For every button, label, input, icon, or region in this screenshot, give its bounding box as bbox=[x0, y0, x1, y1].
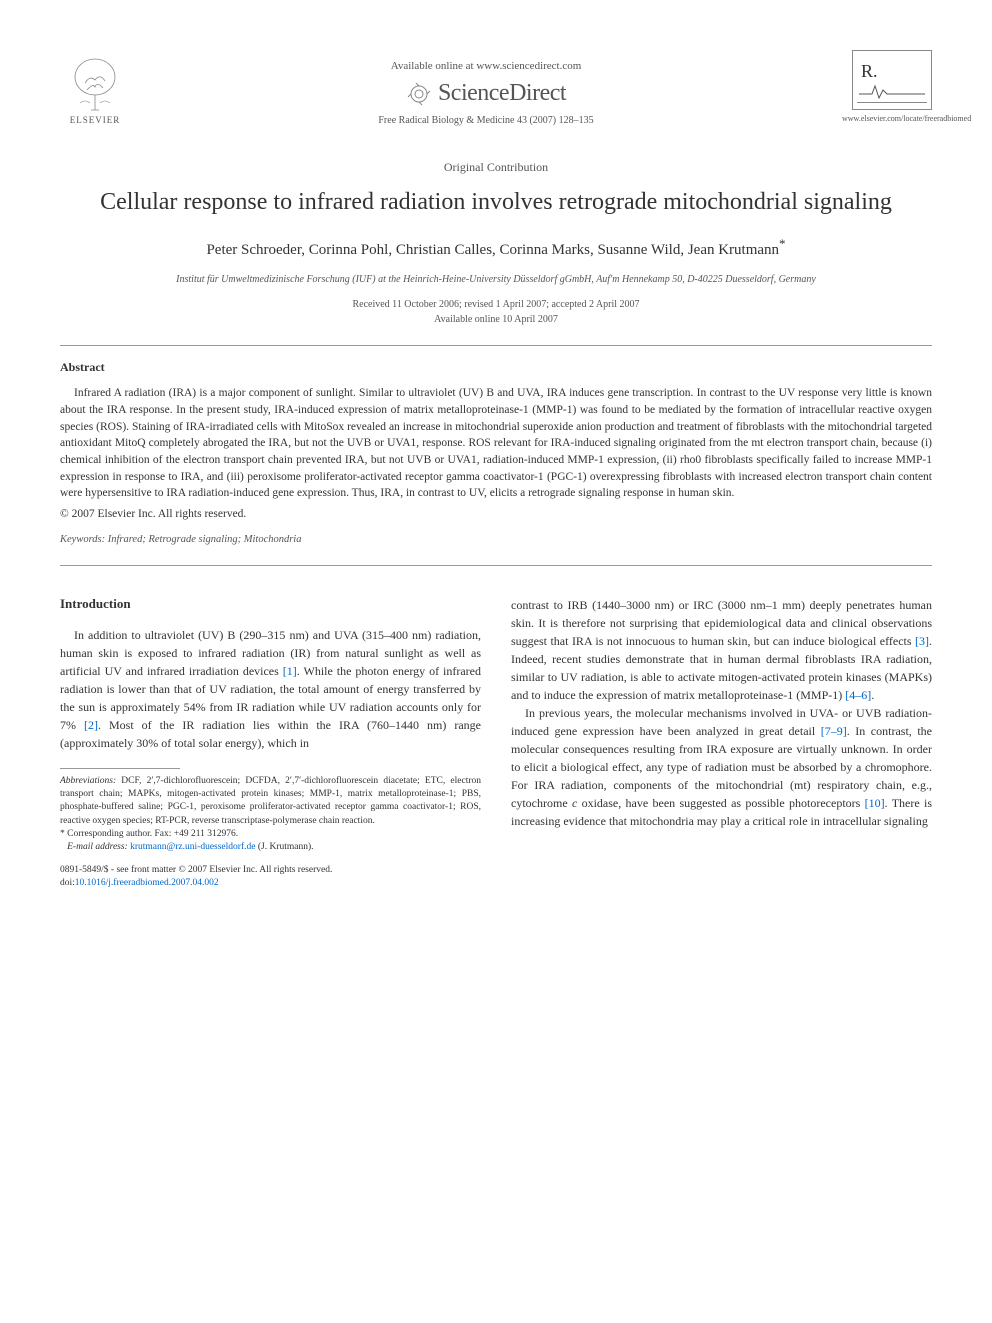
ref-link[interactable]: [2] bbox=[84, 718, 98, 732]
journal-cover-icon: R. bbox=[852, 50, 932, 110]
email-footnote: E-mail address: krutmann@rz.uni-duesseld… bbox=[60, 841, 481, 854]
email-label: E-mail address: bbox=[67, 842, 128, 852]
ref-link[interactable]: [7–9] bbox=[821, 724, 847, 738]
abstract-text: Infrared A radiation (IRA) is a major co… bbox=[60, 385, 932, 502]
issn-line: 0891-5849/$ - see front matter © 2007 El… bbox=[60, 865, 481, 875]
abbreviations-footnote: Abbreviations: DCF, 2′,7-dichlorofluores… bbox=[60, 775, 481, 828]
introduction-label: Introduction bbox=[60, 596, 481, 612]
doi-line: doi:10.1016/j.freeradbiomed.2007.04.002 bbox=[60, 878, 481, 888]
divider bbox=[60, 565, 932, 566]
journal-waveform-icon bbox=[857, 82, 927, 100]
ref-link[interactable]: [1] bbox=[283, 664, 297, 678]
journal-logo-block: R. www.elsevier.com/locate/freeradbiomed bbox=[842, 50, 932, 123]
intro-paragraph-2: In previous years, the molecular mechani… bbox=[511, 704, 932, 830]
affiliation: Institut für Umweltmedizinische Forschun… bbox=[140, 273, 852, 287]
ref-link[interactable]: [4–6] bbox=[845, 688, 871, 702]
footnote-divider bbox=[60, 768, 180, 769]
sciencedirect-icon bbox=[406, 81, 432, 107]
keywords: Keywords: Infrared; Retrograde signaling… bbox=[60, 534, 932, 545]
header-center: Available online at www.sciencedirect.co… bbox=[130, 50, 842, 136]
keywords-label: Keywords: bbox=[60, 534, 105, 545]
doi-label: doi: bbox=[60, 878, 75, 888]
abbrev-label: Abbreviations: bbox=[60, 776, 116, 786]
sciencedirect-logo: ScienceDirect bbox=[130, 80, 842, 107]
corresponding-footnote: * Corresponding author. Fax: +49 211 312… bbox=[60, 828, 481, 841]
journal-initials: R. bbox=[857, 61, 927, 82]
available-online-text: Available online at www.sciencedirect.co… bbox=[130, 60, 842, 72]
keywords-text: Infrared; Retrograde signaling; Mitochon… bbox=[108, 534, 302, 545]
email-name: (J. Krutmann). bbox=[258, 842, 314, 852]
abstract-label: Abstract bbox=[60, 360, 932, 375]
body-columns: Introduction In addition to ultraviolet … bbox=[60, 596, 932, 888]
authors-text: Peter Schroeder, Corinna Pohl, Christian… bbox=[206, 242, 779, 258]
dates-received: Received 11 October 2006; revised 1 Apri… bbox=[60, 299, 932, 310]
journal-reference: Free Radical Biology & Medicine 43 (2007… bbox=[130, 115, 842, 126]
intro-paragraph-1: In addition to ultraviolet (UV) B (290–3… bbox=[60, 626, 481, 752]
doi-link[interactable]: 10.1016/j.freeradbiomed.2007.04.002 bbox=[75, 878, 219, 888]
sciencedirect-text: ScienceDirect bbox=[438, 80, 566, 107]
paper-page: ELSEVIER Available online at www.science… bbox=[0, 0, 992, 938]
corresponding-star-icon: * bbox=[779, 236, 786, 251]
abbrev-text: DCF, 2′,7-dichlorofluorescein; DCFDA, 2′… bbox=[60, 776, 481, 826]
journal-url: www.elsevier.com/locate/freeradbiomed bbox=[842, 114, 932, 123]
elsevier-logo: ELSEVIER bbox=[60, 50, 130, 130]
article-type: Original Contribution bbox=[60, 160, 932, 175]
column-left: Introduction In addition to ultraviolet … bbox=[60, 596, 481, 888]
header-row: ELSEVIER Available online at www.science… bbox=[60, 50, 932, 136]
authors-line: Peter Schroeder, Corinna Pohl, Christian… bbox=[60, 236, 932, 259]
ref-link[interactable]: [3] bbox=[915, 634, 929, 648]
intro-paragraph-1-cont: contrast to IRB (1440–3000 nm) or IRC (3… bbox=[511, 596, 932, 704]
elsevier-label: ELSEVIER bbox=[70, 115, 121, 125]
article-title: Cellular response to infrared radiation … bbox=[100, 187, 892, 218]
elsevier-tree-icon bbox=[65, 55, 125, 115]
abstract-copyright: © 2007 Elsevier Inc. All rights reserved… bbox=[60, 508, 932, 520]
dates-available: Available online 10 April 2007 bbox=[60, 314, 932, 325]
ref-link[interactable]: [10] bbox=[865, 796, 885, 810]
column-right: contrast to IRB (1440–3000 nm) or IRC (3… bbox=[511, 596, 932, 888]
divider bbox=[60, 345, 932, 346]
email-link[interactable]: krutmann@rz.uni-duesseldorf.de bbox=[130, 842, 255, 852]
